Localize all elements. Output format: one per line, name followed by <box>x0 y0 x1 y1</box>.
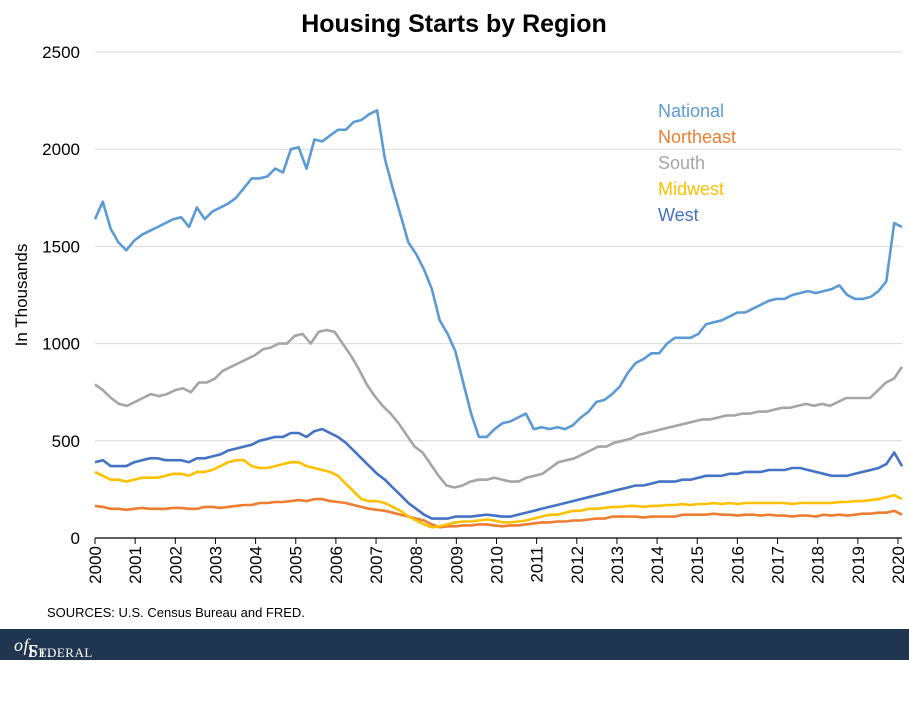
series-line-midwest <box>94 458 903 529</box>
x-axis-ticks: 2000 2001 2002 2003 2004 2005 2006 2007 2008 2009… <box>86 538 908 584</box>
gridlines <box>95 51 902 442</box>
x-tick-label: 2018 <box>809 546 828 584</box>
y-tick-label: 500 <box>52 432 80 451</box>
x-tick-label: 2017 <box>769 546 788 584</box>
footer-of: of <box>14 635 30 655</box>
series-lines <box>93 109 904 529</box>
x-tick-label: 2010 <box>487 546 506 584</box>
y-axis-label: In Thousands <box>12 244 31 347</box>
x-tick-label: 2004 <box>247 546 266 584</box>
x-tick-label: 2006 <box>327 546 346 584</box>
footer-bar: Federal Reserve Bank of St. Louis <box>0 629 909 703</box>
y-tick-label: 1500 <box>42 237 80 256</box>
x-tick-label: 2003 <box>206 546 225 584</box>
series-line-national <box>93 109 903 439</box>
legend-item-northeast: Northeast <box>658 127 736 147</box>
source-note: SOURCES: U.S. Census Bureau and FRED. <box>47 605 305 620</box>
x-tick-label: 2012 <box>568 546 587 584</box>
legend-item-midwest: Midwest <box>658 179 724 199</box>
x-tick-label: 2015 <box>688 546 707 584</box>
x-tick-label: 2020 <box>889 546 908 584</box>
series-line-northeast <box>94 497 903 529</box>
legend-item-national: National <box>658 101 724 121</box>
x-tick-label: 2011 <box>528 546 547 583</box>
legend-item-south: South <box>658 153 705 173</box>
x-tick-label: 2014 <box>648 546 667 584</box>
x-tick-label: 2000 <box>86 546 105 584</box>
y-tick-label: 2000 <box>42 140 80 159</box>
x-tick-label: 2008 <box>407 546 426 584</box>
x-tick-label: 2001 <box>126 546 145 584</box>
x-tick-label: 2019 <box>849 546 868 584</box>
y-tick-label: 2500 <box>42 43 80 62</box>
x-tick-label: 2013 <box>608 546 627 584</box>
housing-starts-chart: Housing Starts by Region 0 500 1000 1500 200… <box>12 10 908 620</box>
chart-title: Housing Starts by Region <box>301 10 607 38</box>
x-tick-label: 2007 <box>367 546 386 584</box>
x-tick-label: 2009 <box>447 546 466 584</box>
x-tick-label: 2005 <box>287 546 306 584</box>
legend-item-west: West <box>658 205 699 225</box>
series-line-south <box>94 328 904 489</box>
footer-logo-text: Federal Reserve Bank of St. Louis <box>14 635 92 703</box>
y-axis-ticks: 0 500 1000 1500 2000 2500 <box>42 43 80 548</box>
y-tick-label: 0 <box>71 529 80 548</box>
footer-suffix: St. Louis <box>28 641 72 682</box>
x-tick-label: 2016 <box>728 546 747 584</box>
series-line-west <box>94 427 904 520</box>
y-tick-label: 1000 <box>42 335 80 354</box>
legend: National Northeast South Midwest West <box>658 101 736 225</box>
x-tick-label: 2002 <box>166 546 185 584</box>
